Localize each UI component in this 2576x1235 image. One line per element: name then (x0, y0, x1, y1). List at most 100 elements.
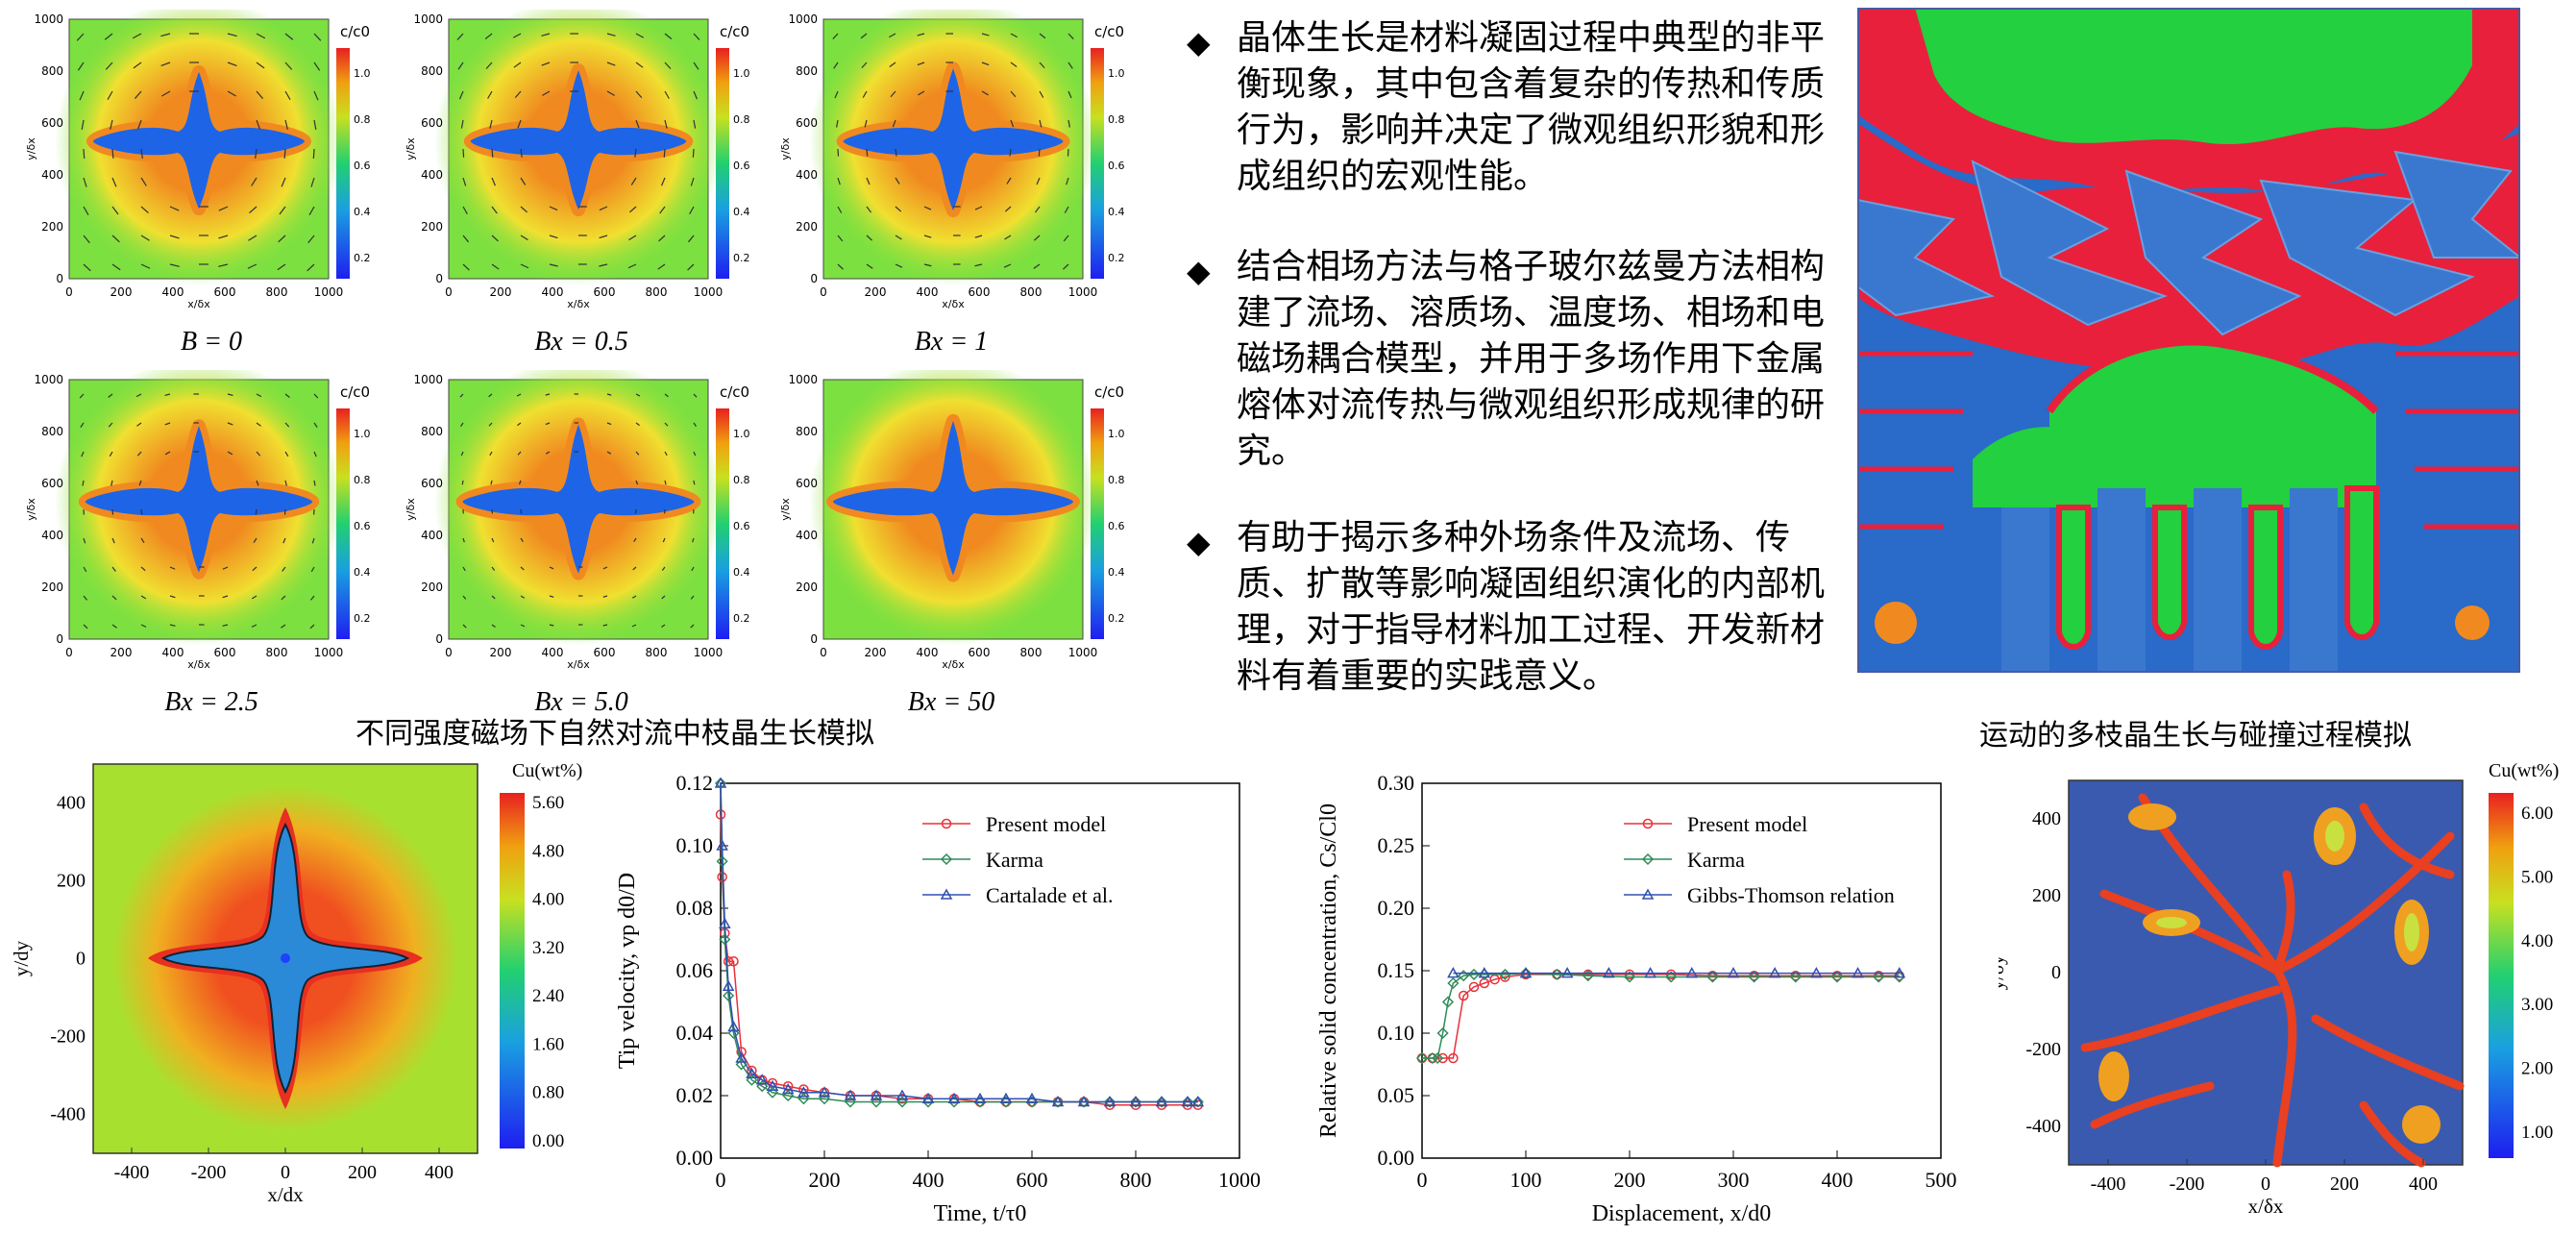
x-tick-label: 1000 (694, 285, 724, 299)
data-point (1051, 1096, 1065, 1108)
data-point (1447, 967, 1460, 978)
bullet-2: ◆ 结合相场方法与格子玻尔兹曼方法相构建了流场、溶质场、温度场、相场和电磁场耦合… (1187, 244, 1825, 475)
x-tick-label: 600 (594, 285, 616, 299)
y-tick-label: 600 (41, 116, 63, 130)
colorbar-tick: 0.80 (733, 474, 749, 486)
x-tick-label: 800 (646, 285, 668, 299)
y-tick-label: 800 (421, 64, 443, 78)
y-axis-label: y/dy (10, 940, 33, 976)
x-tick-label: 1000 (314, 646, 344, 659)
x-tick-label: 400 (542, 285, 564, 299)
colorbar (336, 48, 350, 279)
dendrite-shape (843, 68, 1064, 211)
y-tick-label: 200 (796, 580, 818, 594)
y-tick-label: 1000 (413, 12, 443, 26)
y-tick-label: 400 (421, 529, 443, 542)
data-point (1519, 967, 1533, 978)
colorbar (1091, 48, 1104, 279)
series-line (720, 814, 1198, 1106)
colorbar-tick: 0.80 (532, 1083, 564, 1103)
dendrite-panel: 0 200 400 600 800 1000 0 200 400 600 800 1000 x/δx y/… (25, 10, 370, 310)
data-point (1191, 1096, 1204, 1108)
colorbar-tick: 0.60 (354, 520, 370, 532)
x-tick-label: 1000 (314, 285, 344, 299)
bullet-2-text: 结合相场方法与格子玻尔兹曼方法相构建了流场、溶质场、温度场、相场和电磁场耦合模型… (1237, 247, 1826, 471)
x-tick-label: 200 (490, 285, 512, 299)
data-point (1415, 1051, 1429, 1065)
colorbar-tick: 1.00 (1108, 428, 1124, 440)
data-point (973, 1092, 987, 1103)
data-point (1789, 971, 1802, 983)
data-point (1665, 969, 1677, 980)
data-point (947, 1092, 961, 1103)
data-point (921, 1092, 935, 1103)
data-point (746, 1074, 758, 1086)
data-point (782, 1089, 795, 1102)
data-point (1644, 967, 1656, 978)
data-point (818, 1093, 831, 1105)
colorbar-tick: 4.00 (2521, 931, 2553, 951)
y-tick-label: 1000 (34, 373, 63, 386)
x-axis-label: Displacement, x/d0 (1592, 1201, 1772, 1226)
series-line (720, 782, 1198, 1103)
legend-entry: Present model (986, 812, 1106, 836)
cu-map-right-colorbar-title: Cu(wt%) (2489, 760, 2559, 781)
y-tick-label: 200 (41, 580, 63, 594)
x-tick-label: 400 (917, 646, 939, 659)
colorbar-tick: 1.00 (354, 67, 370, 80)
colorbar-tick: 4.80 (532, 841, 564, 861)
colorbar-tick: 0.20 (354, 612, 370, 625)
y-axis-label: y/δx (405, 498, 417, 521)
data-point (1852, 967, 1864, 978)
colorbar-tick: 0.40 (354, 566, 370, 579)
y-tick-label: 400 (796, 168, 818, 182)
plot-frame (1421, 782, 1942, 1159)
cu-map-right-colorbar (2489, 793, 2514, 1158)
data-point (1077, 1095, 1091, 1107)
x-tick-label: 1000 (1068, 646, 1098, 659)
panel-field-label: B = 0 (181, 327, 242, 357)
x-tick-label: 200 (865, 285, 887, 299)
data-point (1468, 981, 1480, 993)
y-tick-label: 800 (421, 425, 443, 438)
y-axis-label: y/δx (779, 137, 792, 161)
y-tick-label: 600 (421, 477, 443, 490)
y-tick-label: 0.08 (676, 896, 714, 920)
data-point (1810, 967, 1823, 978)
colorbar-tick: 0.40 (733, 206, 749, 218)
x-tick-label: 400 (2409, 1173, 2438, 1195)
legend-entry: Karma (1687, 848, 1745, 872)
y-tick-label: 1000 (413, 373, 443, 386)
colorbar-tick: 2.00 (2521, 1059, 2553, 1079)
x-tick-label: 0 (716, 1168, 726, 1192)
data-point (895, 1089, 909, 1100)
x-axis-label: x/δx (567, 658, 590, 671)
data-point (1748, 971, 1760, 983)
colorbar-tick: 0.40 (1108, 566, 1124, 579)
y-tick-label: -200 (2025, 1039, 2061, 1060)
y-tick-label: 400 (2032, 808, 2061, 829)
data-point (844, 1096, 857, 1108)
x-tick-label: 400 (1822, 1168, 1853, 1192)
x-tick-label: 800 (266, 646, 288, 659)
colorbar-tick: 0.20 (354, 252, 370, 264)
x-tick-label: 0 (2261, 1173, 2270, 1195)
data-point (1873, 971, 1885, 983)
dendrite-panel: 0 200 400 600 800 1000 0 200 400 600 800 1000 x/δx y/… (779, 370, 1124, 671)
data-point (1448, 1052, 1459, 1064)
colorbar-tick: 0.40 (354, 206, 370, 218)
x-tick-label: 600 (969, 646, 991, 659)
data-point (870, 1096, 883, 1108)
dendrite-shape (833, 420, 1073, 576)
data-point (940, 888, 953, 900)
data-point (1560, 967, 1574, 978)
x-tick-label: -400 (114, 1162, 150, 1183)
data-point (719, 933, 731, 946)
dendrite-shape (470, 70, 687, 210)
cu-map-left: -400 -200 0 200 400 400 200 0 -200 -400 x/dx y/dy 5… (10, 760, 582, 1206)
panel-field-label: Bx = 0.5 (534, 327, 628, 357)
x-tick-label: 400 (913, 1168, 945, 1192)
data-point (870, 1089, 883, 1100)
y-tick-label: 800 (41, 64, 63, 78)
data-point (1103, 1096, 1116, 1108)
